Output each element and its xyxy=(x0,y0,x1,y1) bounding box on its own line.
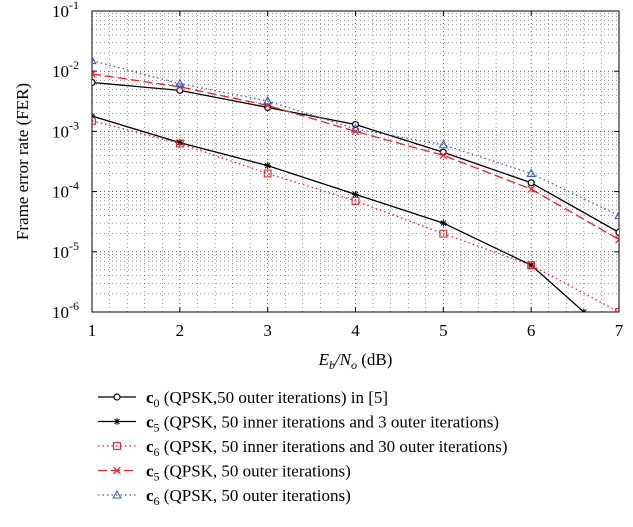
axes: 1 2 3 4 5 6 7 10-6 10-5 10-4 10-3 10-2 10-1 Eb/No (dB… xyxy=(13,0,624,372)
legend: c0 (QPSK,50 outer iterations) in [5] c5 (… xyxy=(98,388,508,508)
series-4-point xyxy=(614,210,619,220)
series-1-point xyxy=(580,308,588,312)
series-3-point xyxy=(92,70,96,78)
x-tick-label: 1 xyxy=(88,321,97,340)
series-3-point xyxy=(615,235,619,244)
series-4 xyxy=(92,55,619,220)
y-tick-label: 10-4 xyxy=(52,179,79,202)
legend-label: c5 (QPSK, 50 outer iterations) xyxy=(146,462,351,484)
series-2-point xyxy=(351,196,360,205)
x-tick-label: 6 xyxy=(527,321,536,340)
y-tick-label: 10-6 xyxy=(52,299,79,322)
series-2-point xyxy=(439,229,448,238)
series-layer xyxy=(92,55,619,312)
legend-entry-3: c5 (QPSK, 50 outer iterations) xyxy=(98,462,351,484)
series-4-point xyxy=(438,139,449,149)
series-0-point xyxy=(615,228,619,237)
legend-label: c6 (QPSK, 50 outer iterations) xyxy=(146,486,351,508)
legend-entry-2: c6 (QPSK, 50 inner iterations and 30 out… xyxy=(98,437,508,459)
grid xyxy=(92,11,619,312)
x-tick-label: 3 xyxy=(263,321,272,340)
series-line-1 xyxy=(92,115,585,312)
legend-marker xyxy=(112,489,122,499)
series-line-0 xyxy=(92,81,619,233)
series-3-point xyxy=(439,151,448,160)
legend-entry-1: c5 (QPSK, 50 inner iterations and 3 oute… xyxy=(98,413,499,435)
y-tick-label: 10-5 xyxy=(52,239,79,262)
series-3 xyxy=(92,70,619,244)
series-2-point xyxy=(615,308,619,312)
series-1-point xyxy=(176,139,184,147)
series-1-point xyxy=(264,162,272,170)
series-line-3 xyxy=(92,73,619,241)
x-tick-label: 4 xyxy=(351,321,360,340)
series-2 xyxy=(92,116,619,312)
legend-entry-4: c6 (QPSK, 50 outer iterations) xyxy=(98,486,351,508)
series-4-point xyxy=(262,95,273,105)
series-2-point xyxy=(527,261,536,270)
series-4-point xyxy=(92,55,97,65)
series-1-point xyxy=(352,190,359,198)
series-1-point xyxy=(527,261,535,269)
y-tick-label: 10-1 xyxy=(52,0,79,21)
legend-label: c0 (QPSK,50 outer iterations) in [5] xyxy=(146,388,388,410)
plot-frame xyxy=(91,10,620,313)
legend-marker xyxy=(113,466,121,475)
x-tick-label: 5 xyxy=(439,321,448,340)
legend-marker xyxy=(113,442,121,450)
series-1-point xyxy=(439,219,447,227)
legend-entry-0: c0 (QPSK,50 outer iterations) in [5] xyxy=(98,388,388,410)
x-axis-label: Eb/No (dB) xyxy=(318,350,393,372)
series-2-point xyxy=(175,139,184,148)
series-line-2 xyxy=(92,120,619,312)
legend-label: c5 (QPSK, 50 inner iterations and 3 oute… xyxy=(146,413,499,435)
series-3-point xyxy=(263,101,272,110)
legend-label: c6 (QPSK, 50 inner iterations and 30 out… xyxy=(146,437,508,459)
series-2-point xyxy=(263,169,272,178)
legend-marker xyxy=(113,393,121,401)
y-tick-label: 10-3 xyxy=(52,118,79,141)
x-tick-label: 2 xyxy=(176,321,185,340)
x-tick-label: 7 xyxy=(615,321,624,340)
series-4-point xyxy=(175,78,185,88)
series-0-point xyxy=(92,78,96,87)
series-3-point xyxy=(527,185,535,193)
series-0-point xyxy=(527,179,535,187)
y-tick-label: 10-2 xyxy=(52,58,79,81)
series-line-4 xyxy=(92,59,619,217)
series-2-point xyxy=(92,116,96,125)
series-4-point xyxy=(526,168,536,178)
y-axis-label: Frame error rate (FER) xyxy=(13,83,32,240)
legend-marker xyxy=(113,418,121,425)
series-4-point xyxy=(350,123,361,133)
series-1-point xyxy=(92,112,96,120)
series-1 xyxy=(92,112,588,312)
